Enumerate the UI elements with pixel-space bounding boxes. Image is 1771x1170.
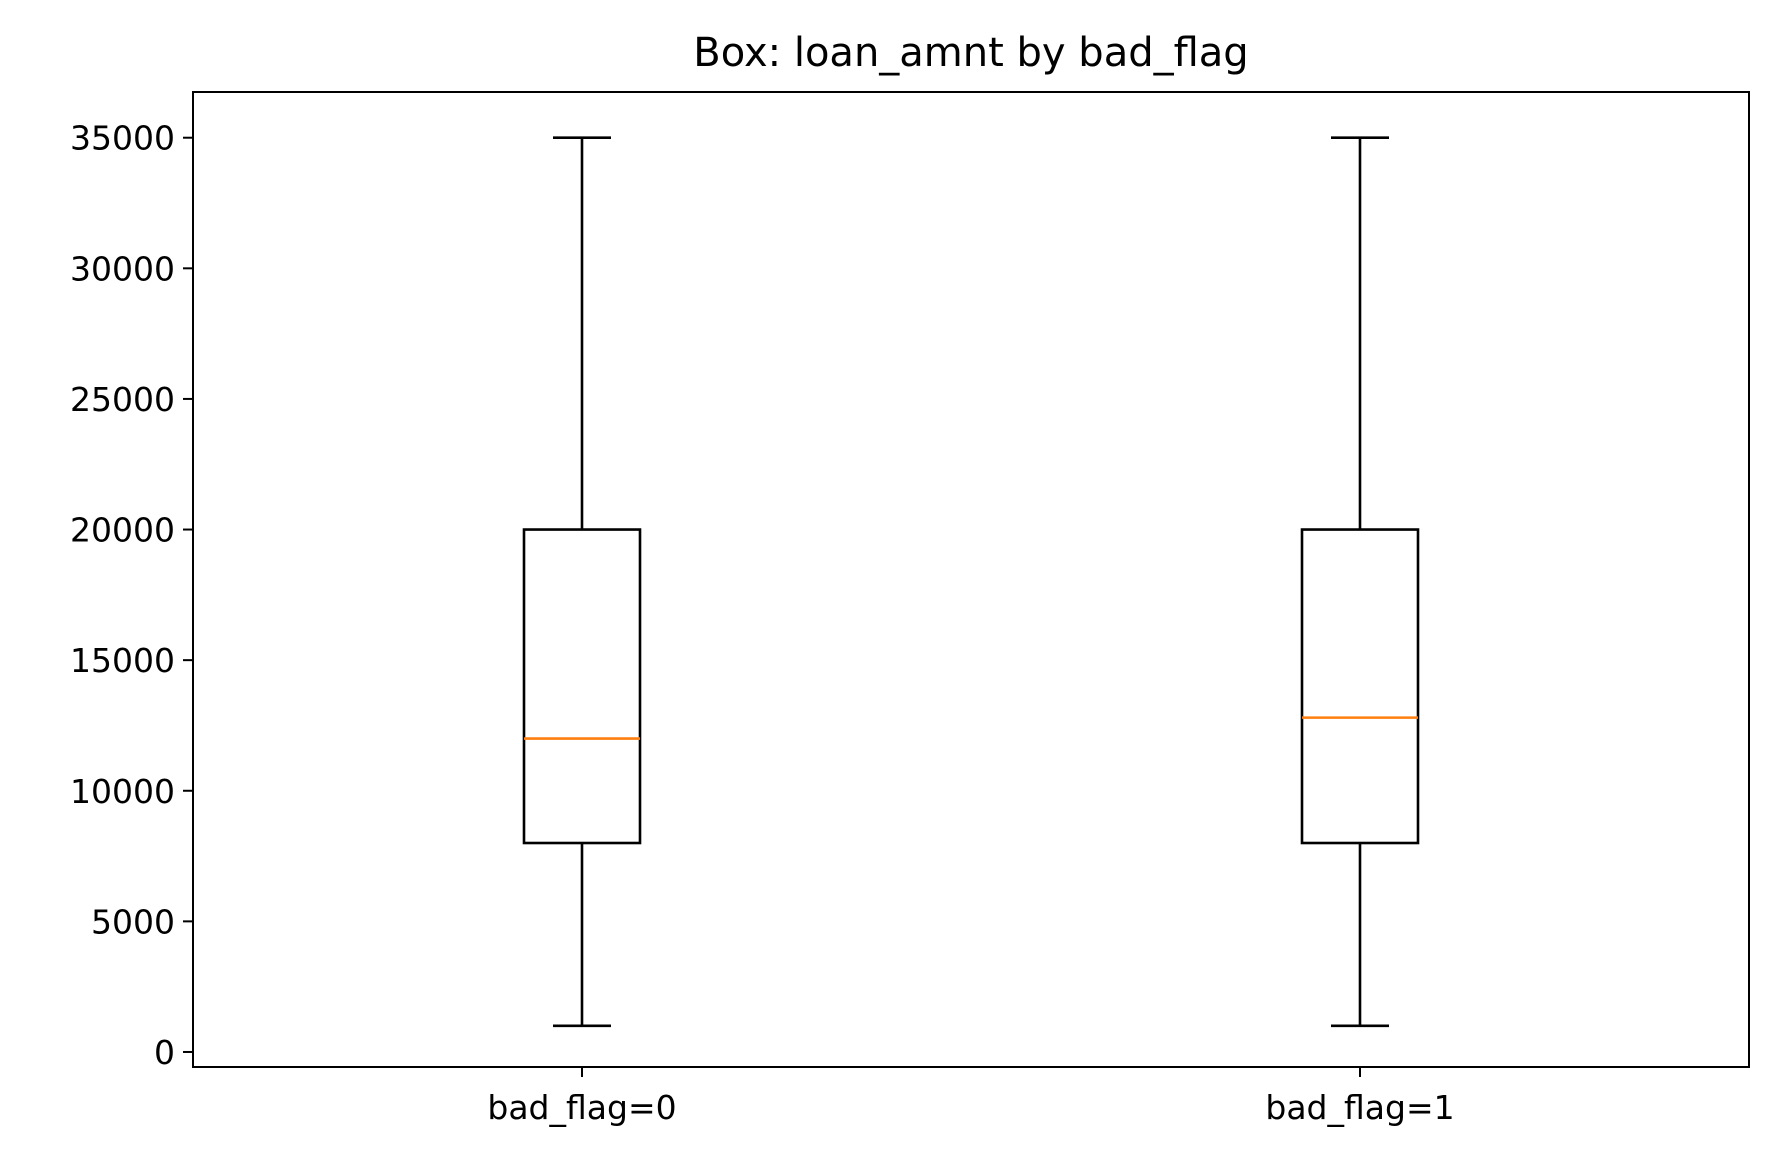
y-tick-label: 15000 — [70, 641, 175, 680]
y-tick-label: 10000 — [70, 772, 175, 811]
box-group-1 — [522, 136, 642, 1028]
y-tick-label: 0 — [154, 1033, 175, 1072]
y-tick-label: 5000 — [91, 902, 175, 941]
y-tick-label: 35000 — [70, 119, 175, 158]
y-tick-label: 25000 — [70, 380, 175, 419]
box-iqr — [522, 528, 642, 845]
box-iqr — [1300, 528, 1420, 845]
axes-frame — [192, 91, 1750, 1068]
chart-title: Box: loan_amnt by bad_flag — [693, 30, 1248, 76]
box-group-2 — [1300, 136, 1420, 1028]
y-tick-label: 30000 — [70, 249, 175, 288]
x-tick-label: bad_flag=0 — [487, 1088, 676, 1127]
axes: 0 5000 10000 15000 20000 25000 30000 35000 bad_f… — [70, 91, 1750, 1127]
x-tick-label: bad_flag=1 — [1265, 1088, 1454, 1127]
plot-area — [522, 136, 1420, 1028]
y-tick-label: 20000 — [70, 511, 175, 550]
